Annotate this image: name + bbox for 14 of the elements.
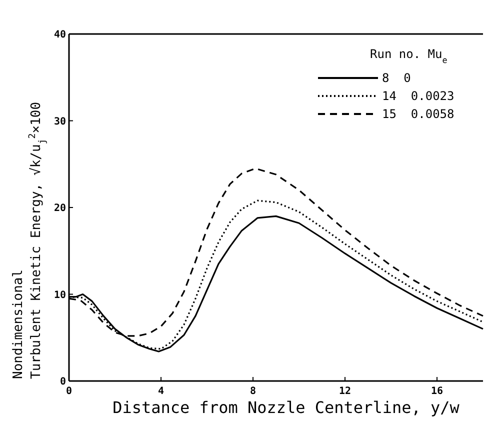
- y-tick-label: 30: [54, 116, 66, 128]
- legend-label: 8 0: [382, 71, 411, 85]
- legend-label: 14 0.0023: [382, 89, 454, 103]
- x-axis-title: Distance from Nozzle Centerline, y/w: [112, 398, 460, 417]
- y-tick-label: 10: [54, 290, 66, 301]
- x-tick-label: 12: [338, 386, 352, 397]
- y-tick-label: 40: [54, 30, 66, 40]
- legend-label: 15 0.0058: [382, 107, 454, 121]
- y-tick-label: 0: [60, 376, 66, 388]
- x-tick-label: 8: [250, 386, 256, 397]
- y-tick-label: 20: [54, 203, 66, 214]
- x-tick-label: 16: [430, 386, 444, 397]
- legend-title: Run no. Mu$_{e}$: [370, 47, 448, 65]
- x-tick-label: 4: [158, 386, 164, 397]
